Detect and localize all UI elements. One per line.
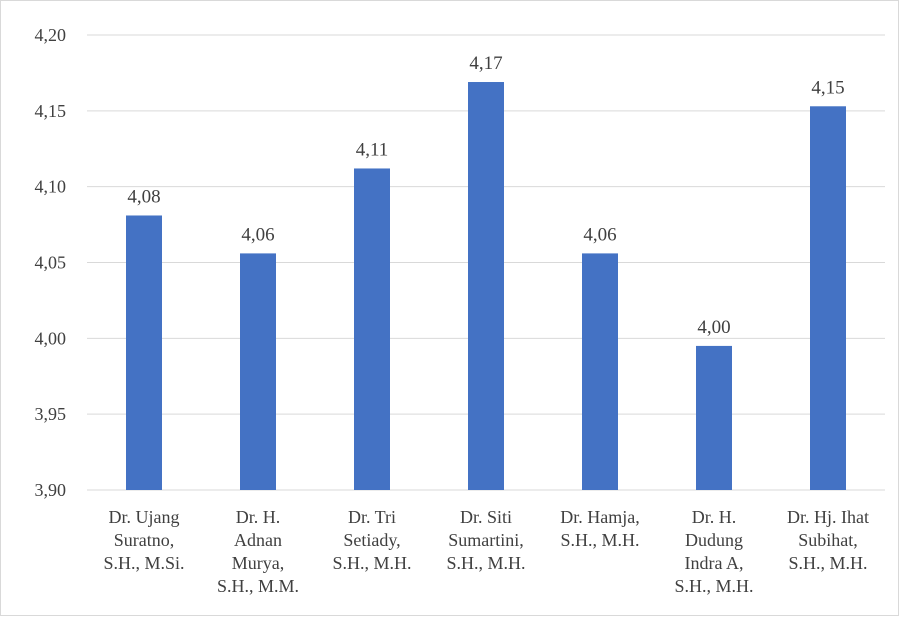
x-category-label-line: Indra A, (685, 553, 744, 573)
data-label: 4,08 (127, 186, 160, 207)
x-category-label-line: Dr. Ujang (109, 507, 180, 527)
x-category-label: Dr. Siti Sumartini, S.H., M.H. (446, 507, 525, 573)
bar-6 (810, 106, 846, 491)
y-tick-label: 4,15 (35, 101, 67, 121)
bar-5 (696, 345, 732, 490)
data-labels: 4,08 4,06 4,11 4,17 4,06 4,00 4,15 (127, 53, 844, 338)
data-label: 4,11 (356, 139, 389, 160)
y-tick-label: 4,05 (35, 253, 67, 273)
y-tick-label: 3,90 (35, 480, 67, 500)
x-category-label: Dr. Hamja, S.H., M.H. (560, 507, 639, 550)
data-label: 4,06 (241, 224, 274, 245)
x-category-label-line: S.H., M.Si. (103, 553, 184, 573)
x-axis-category-labels: Dr. Ujang Suratno, S.H., M.Si. Dr. H. Adnan M… (103, 507, 869, 596)
x-category-label-line: S.H., M.H. (674, 576, 753, 596)
x-category-label-line: S.H., M.H. (788, 553, 867, 573)
bars (126, 82, 846, 491)
y-axis-tick-labels: 3,90 3,95 4,00 4,05 4,10 4,15 4,20 (35, 25, 67, 500)
x-category-label: Dr. Tri Setiady, S.H., M.H. (332, 507, 411, 573)
x-category-label-line: Dr. Hj. Ihat (787, 507, 869, 527)
x-category-label-line: Dr. Tri (348, 507, 396, 527)
x-category-label: Dr. Ujang Suratno, S.H., M.Si. (103, 507, 184, 573)
x-category-label-line: Murya, (232, 553, 285, 573)
x-category-label-line: S.H., M.H. (446, 553, 525, 573)
x-category-label: Dr. H. Adnan Murya, S.H., M.M. (217, 507, 299, 596)
y-tick-label: 4,10 (35, 177, 67, 197)
bar-4 (582, 253, 618, 490)
x-category-label-line: Dr. Siti (460, 507, 512, 527)
x-category-label-line: Dr. Hamja, (560, 507, 639, 527)
x-category-label-line: Subihat, (798, 530, 858, 550)
data-label: 4,06 (583, 224, 616, 245)
y-tick-label: 4,20 (35, 25, 67, 45)
data-label: 4,15 (811, 77, 844, 98)
bar-2 (354, 168, 390, 490)
x-category-label: Dr. H. Dudung Indra A, S.H., M.H. (674, 507, 753, 596)
y-tick-label: 4,00 (35, 328, 67, 348)
x-category-label-line: Dr. H. (236, 507, 281, 527)
x-category-label-line: S.H., M.H. (332, 553, 411, 573)
x-category-label-line: Adnan (234, 530, 282, 550)
x-category-label-line: Suratno, (114, 530, 175, 550)
data-label: 4,17 (469, 53, 502, 74)
x-category-label-line: Sumartini, (448, 530, 524, 550)
data-label: 4,00 (697, 317, 730, 338)
x-category-label-line: Dr. H. (692, 507, 737, 527)
bar-1 (240, 253, 276, 490)
y-tick-label: 3,95 (35, 404, 67, 424)
x-category-label: Dr. Hj. Ihat Subihat, S.H., M.H. (787, 507, 869, 573)
bar-3 (468, 82, 504, 491)
x-category-label-line: S.H., M.M. (217, 576, 299, 596)
bar-0 (126, 215, 162, 490)
x-category-label-line: Dudung (685, 530, 743, 550)
x-category-label-line: S.H., M.H. (560, 530, 639, 550)
x-category-label-line: Setiady, (343, 530, 400, 550)
